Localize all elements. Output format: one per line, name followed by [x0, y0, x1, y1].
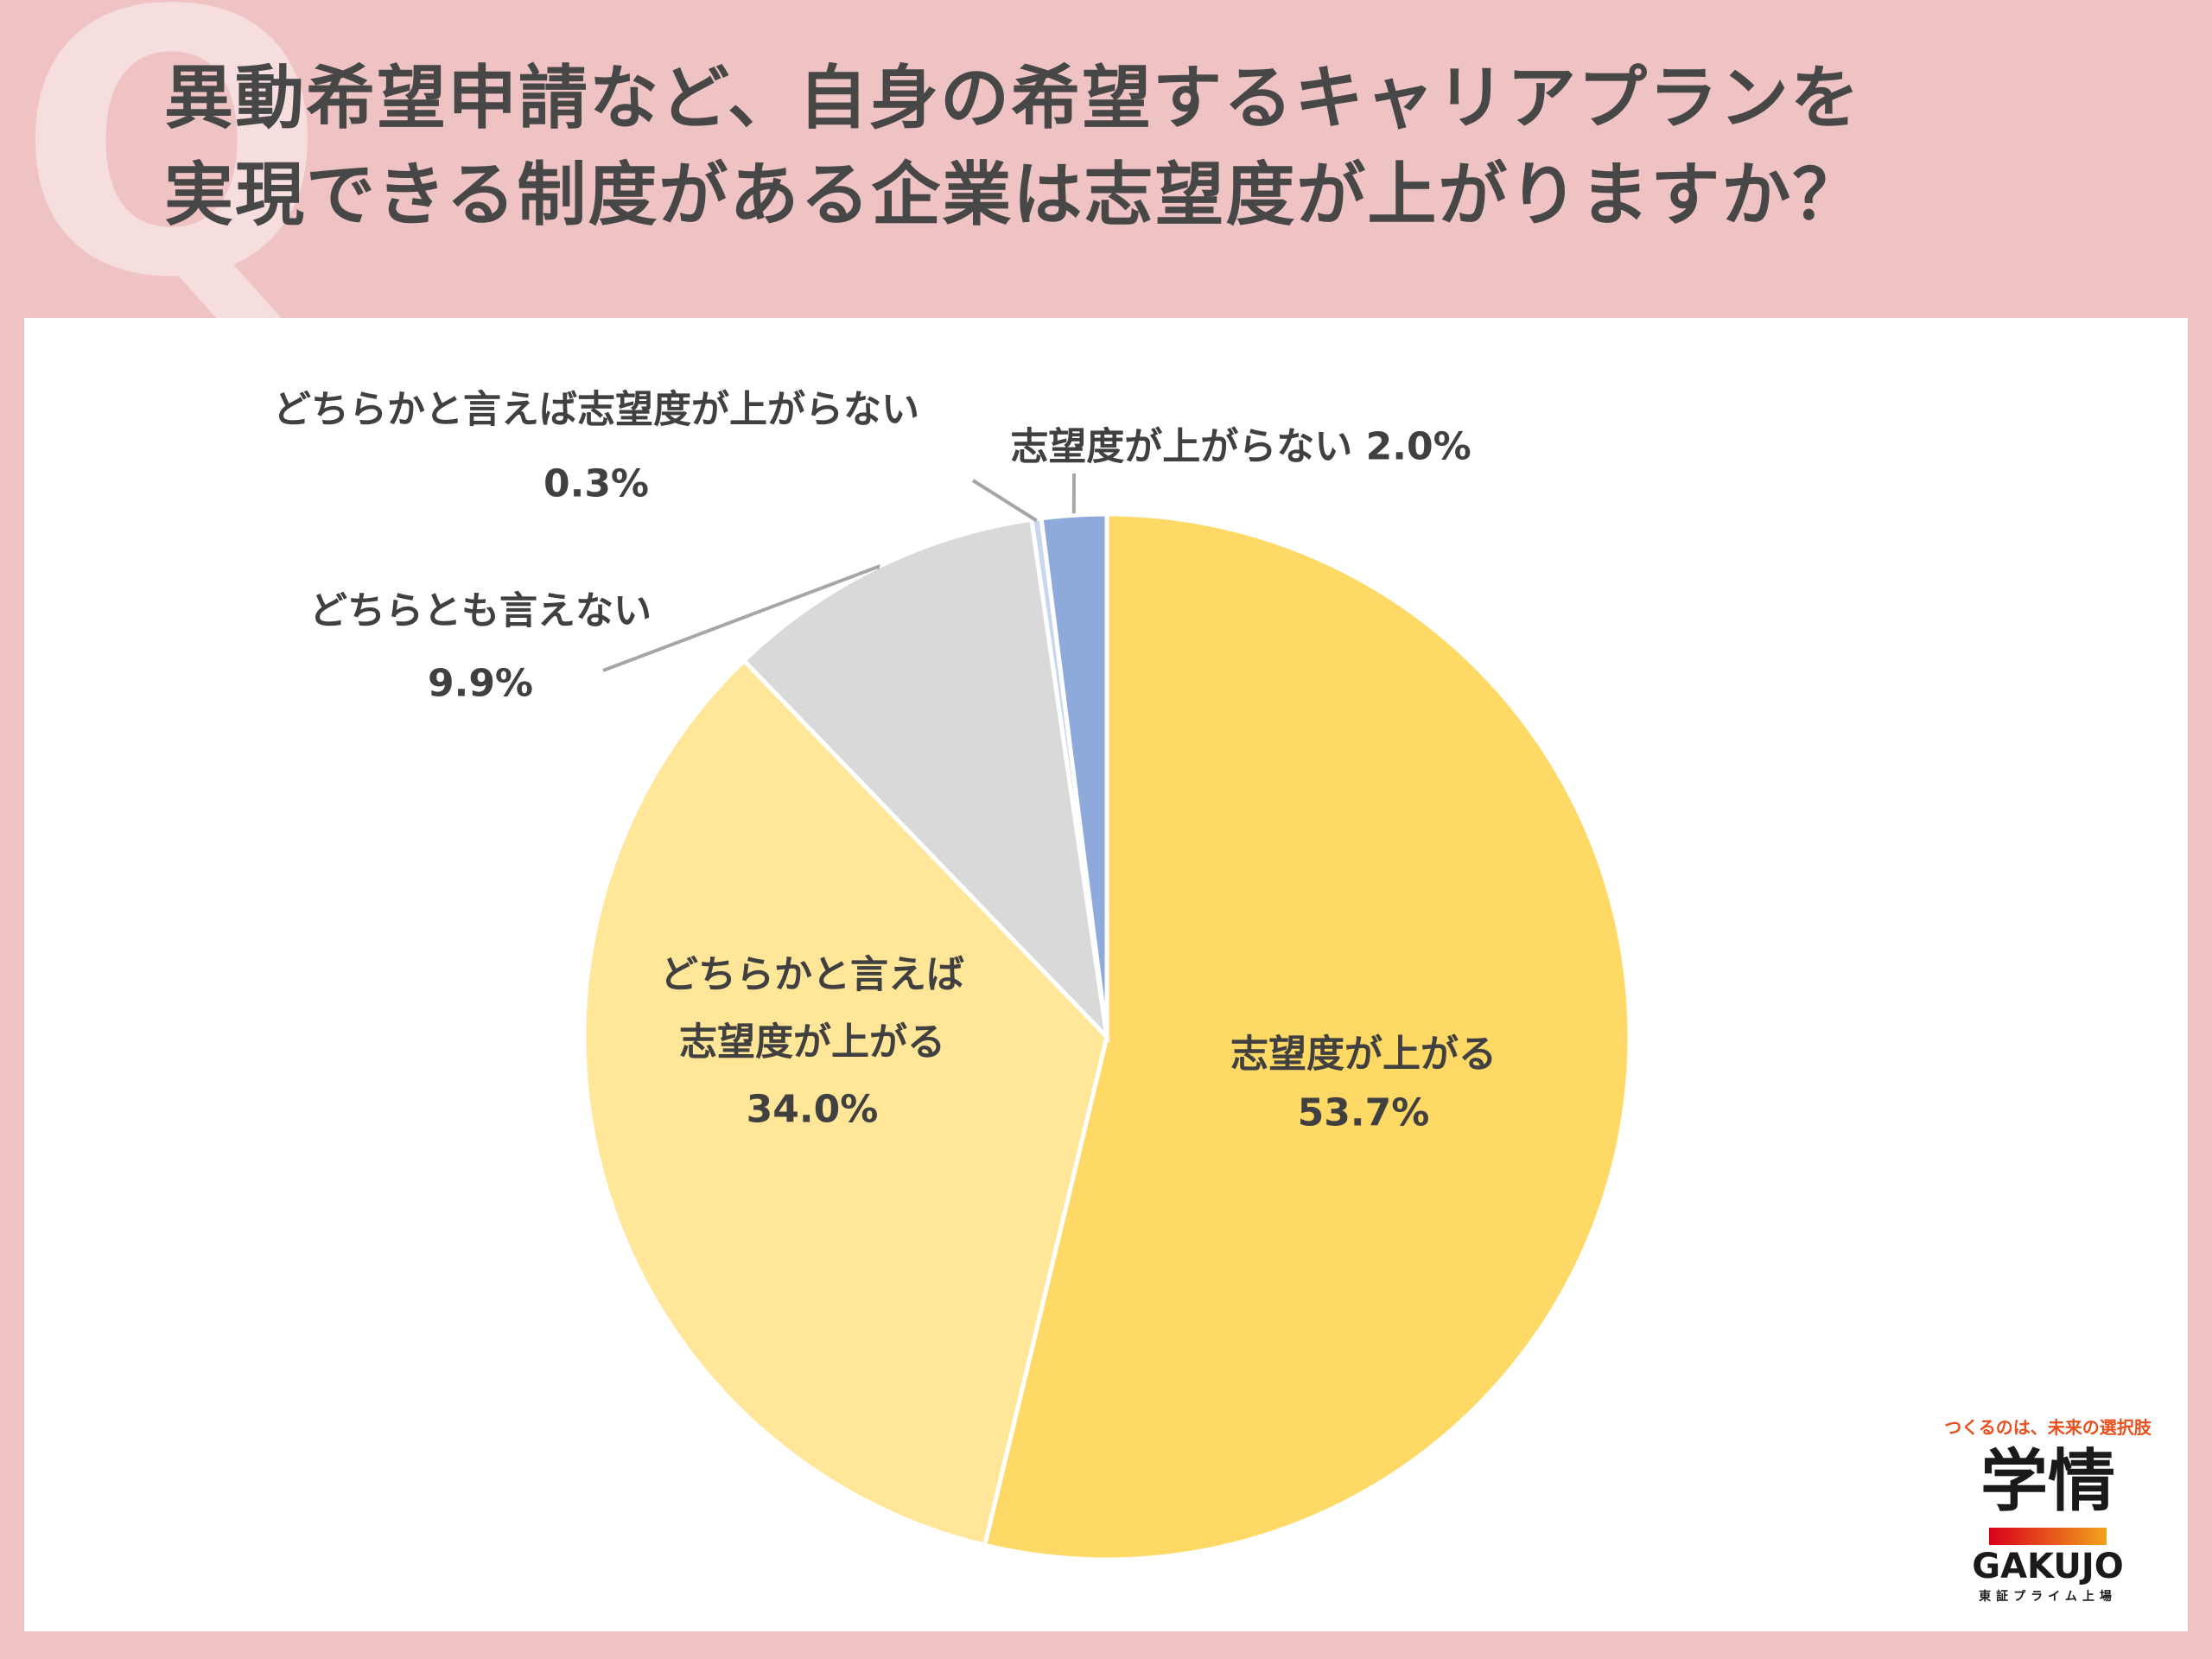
slice-label-0-line-0: 志望度が上がる [1230, 1032, 1497, 1076]
logo-bar [1989, 1528, 2107, 1545]
gakujo-logo: つくるのは、未来の選択肢 学情 GAKUJO 東証プライム上場 [1944, 1408, 2152, 1611]
pie-slice-4 [1039, 512, 1109, 1038]
slice-label-3-line-1: 0.3% [543, 461, 649, 505]
pie-chart: 志望度が上がる53.7%どちらかと言えば志望度が上がる34.0%どちらとも言えな… [273, 387, 1632, 1562]
page-title: 異動希望申請など、自身の希望するキャリアプランを 実現できる制度がある企業は志望… [164, 50, 2195, 244]
logo-kanji: 学情 [1980, 1443, 2115, 1521]
chart-panel: 志望度が上がる 53.7% どちらかと言えば 志望度が上がる 34.0% どちらとも言えな… [24, 318, 2188, 1631]
slice-label-0-line-1: 53.7% [1298, 1090, 1430, 1135]
slice-label-2-line-0: どちらとも言えない [309, 588, 652, 632]
q-watermark: Q [17, 0, 327, 358]
leader-line-3 [971, 479, 1038, 523]
slice-label-2-line-1: 9.9% [428, 661, 533, 705]
leader-line-2 [602, 563, 880, 672]
title-line-2: 実現できる制度がある企業は志望度が上がりますか？ [164, 155, 1864, 235]
title-line-1: 異動希望申請など、自身の希望するキャリアプランを [164, 58, 1861, 138]
pie-slice-1 [582, 658, 1109, 1548]
slice-label-1-line-0: どちらかと言えば [660, 952, 964, 996]
slice-label-3-line-0: どちらかと言えば志望度が上がらない [273, 387, 919, 431]
logo-name: GAKUJO [1972, 1547, 2124, 1586]
slice-label-1-line-2: 34.0% [747, 1087, 879, 1131]
slice-label-4-line-0: 志望度が上がらない 2.0% [1010, 424, 1471, 468]
pie-slice-0 [982, 512, 1632, 1562]
logo-sub: 東証プライム上場 [1979, 1590, 2117, 1604]
slice-label-1-line-1: 志望度が上がる [679, 1020, 945, 1064]
logo-tagline: つくるのは、未来の選択肢 [1944, 1417, 2152, 1438]
